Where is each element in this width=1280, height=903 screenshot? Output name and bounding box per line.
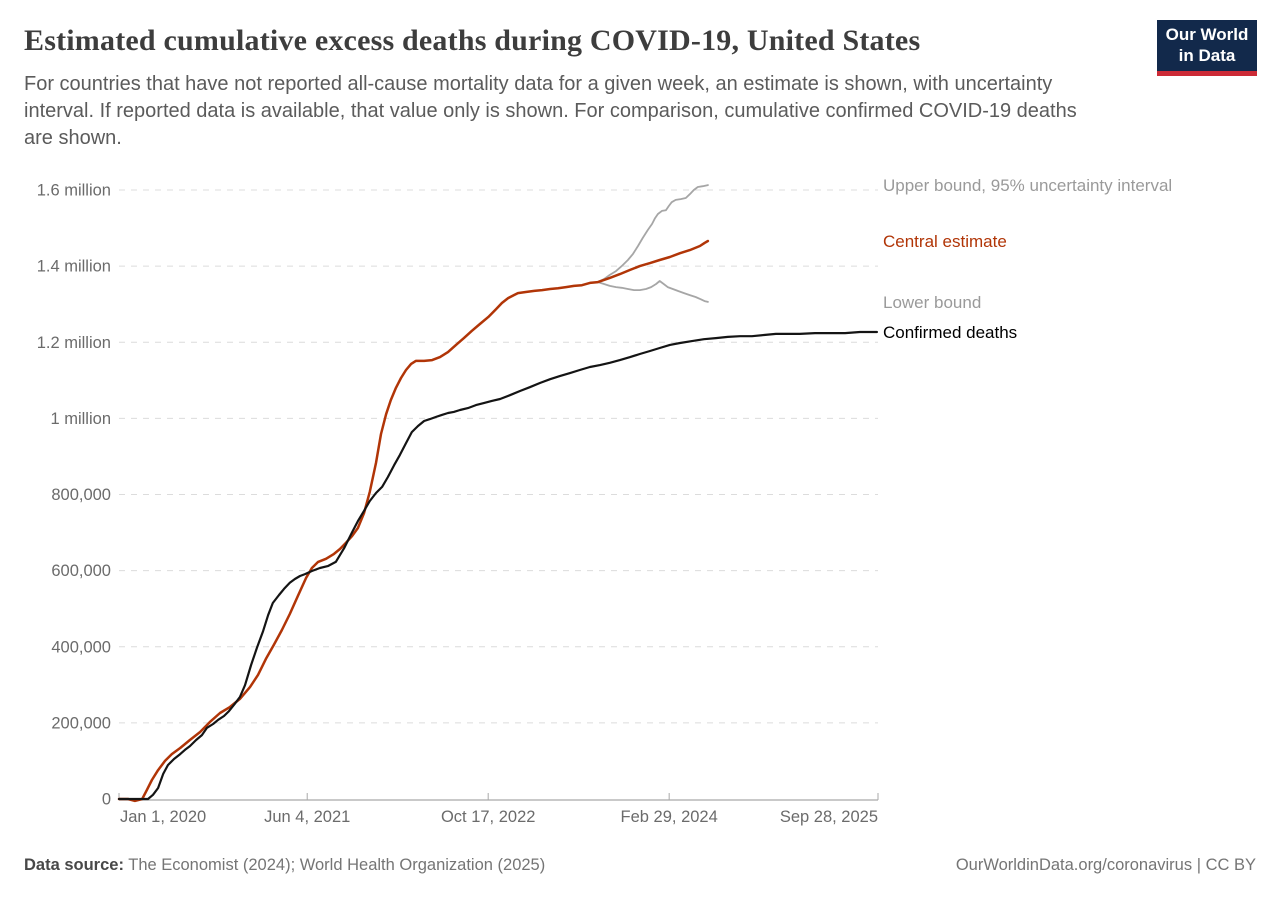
- license-badge: | CC BY: [1192, 856, 1256, 874]
- y-axis-tick-label: 1.2 million: [37, 334, 111, 352]
- data-source-label: Data source:: [24, 856, 124, 874]
- y-axis-tick-label: 800,000: [51, 486, 111, 504]
- series-line-upper-bound-95-uncertainty-interval: [597, 184, 709, 284]
- series-line-confirmed-deaths: [117, 330, 879, 801]
- owid-logo-line2: in Data: [1178, 45, 1236, 65]
- y-axis-tick-label: 1.4 million: [37, 258, 111, 276]
- x-axis-tick-label: Jun 4, 2021: [264, 808, 350, 826]
- data-source-text: The Economist (2024); World Health Organ…: [123, 856, 546, 874]
- chart-header: Estimated cumulative excess deaths durin…: [24, 24, 1144, 152]
- x-axis-tick-label: Feb 29, 2024: [621, 808, 718, 826]
- legend-label-upper-bound-95-uncertainty-interval: Upper bound, 95% uncertainty interval: [883, 176, 1172, 195]
- x-axis-tick-label: Sep 28, 2025: [780, 808, 878, 826]
- x-axis-tick-label: Jan 1, 2020: [120, 808, 206, 826]
- legend-label-central-estimate: Central estimate: [883, 232, 1007, 251]
- legend-label-confirmed-deaths: Confirmed deaths: [883, 323, 1017, 342]
- series-line-lower-bound: [597, 280, 709, 303]
- footer-links: OurWorldinData.org/coronavirus | CC BY: [956, 856, 1256, 875]
- x-axis-tick-label: Oct 17, 2022: [441, 808, 535, 826]
- chart-footer: Data source: The Economist (2024); World…: [24, 856, 1256, 875]
- legend-label-lower-bound: Lower bound: [883, 293, 981, 312]
- y-axis-tick-label: 200,000: [51, 714, 111, 732]
- y-axis-tick-label: 400,000: [51, 638, 111, 656]
- owid-logo[interactable]: Our World in Data: [1157, 20, 1257, 76]
- chart-subtitle: For countries that have not reported all…: [24, 72, 1077, 149]
- series-line-central-estimate: [117, 239, 710, 803]
- owid-logo-line1: Our World: [1165, 25, 1249, 45]
- page-title: Estimated cumulative excess deaths durin…: [24, 24, 921, 57]
- y-axis-tick-label: 1.6 million: [37, 182, 111, 200]
- data-source-note: Data source: The Economist (2024); World…: [24, 856, 545, 875]
- y-axis-tick-label: 0: [102, 791, 111, 809]
- y-axis-tick-label: 600,000: [51, 562, 111, 580]
- owid-coronavirus-link[interactable]: OurWorldinData.org/coronavirus: [955, 856, 1193, 874]
- y-axis-tick-label: 1 million: [50, 410, 111, 428]
